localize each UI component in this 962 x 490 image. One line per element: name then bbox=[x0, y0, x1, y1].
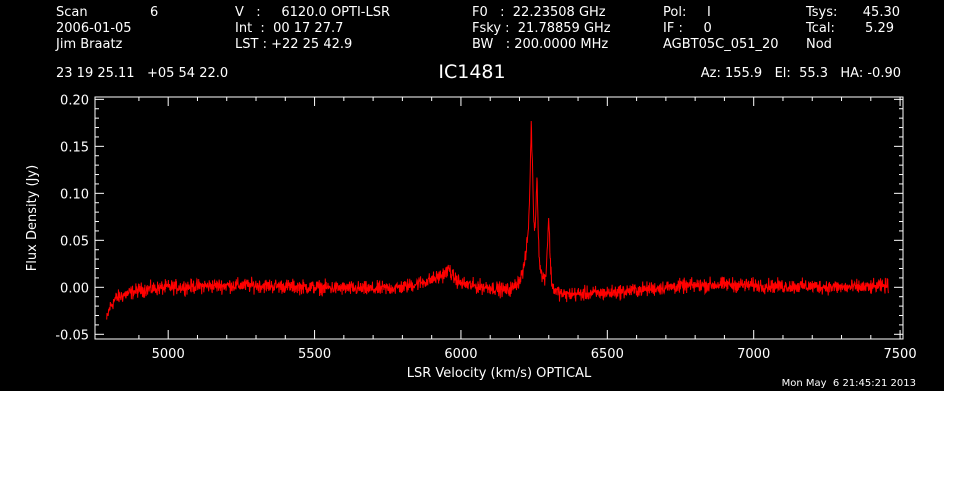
lst-line: LST : +22 25 42.9 bbox=[235, 37, 353, 52]
x-ticks: 5000 5500 6000 6500 7000 7500 bbox=[138, 97, 917, 362]
scan-value: 6 bbox=[150, 5, 159, 20]
x-tick-label: 6000 bbox=[444, 347, 477, 362]
y-tick-label: 0.00 bbox=[60, 281, 89, 296]
y-axis-label: Flux Density (Jy) bbox=[25, 165, 40, 271]
fsky-line: Fsky : 21.78859 GHz bbox=[472, 21, 611, 36]
spectrum-plot: 5000 5500 6000 6500 7000 7500 -0.05 0.00 0.05 0.… bbox=[25, 93, 917, 381]
integration-line: Int : 00 17 27.7 bbox=[235, 21, 344, 36]
obs-date: 2006-01-05 bbox=[56, 21, 132, 36]
y-tick-label: 0.05 bbox=[60, 234, 89, 249]
project-id: AGBT05C_051_20 bbox=[663, 37, 779, 52]
bandwidth-line: BW : 200.0000 MHz bbox=[472, 37, 609, 52]
y-ticks: -0.05 0.00 0.05 0.10 0.15 0.20 bbox=[55, 93, 903, 343]
az-el-ha: Az: 155.9 El: 55.3 HA: -0.90 bbox=[700, 66, 901, 81]
tcal-label: Tcal: bbox=[806, 21, 835, 36]
x-tick-label: 5500 bbox=[298, 347, 331, 362]
plot-timestamp: Mon May 6 21:45:21 2013 bbox=[781, 378, 916, 389]
y-tick-label: -0.05 bbox=[55, 328, 89, 343]
y-tick-label: 0.20 bbox=[60, 93, 89, 108]
source-coordinates: 23 19 25.11 +05 54 22.0 bbox=[56, 66, 229, 81]
obs-mode: Nod bbox=[806, 37, 832, 52]
y-tick-label: 0.10 bbox=[60, 187, 89, 202]
polarization-line: Pol: I bbox=[663, 5, 711, 20]
object-name: IC1481 bbox=[438, 61, 506, 83]
tsys-label: Tsys: bbox=[806, 5, 838, 20]
x-tick-label: 7500 bbox=[884, 347, 917, 362]
scan-label: Scan bbox=[56, 5, 88, 20]
x-tick-label: 7000 bbox=[737, 347, 770, 362]
velocity-line: V : 6120.0 OPTI-LSR bbox=[235, 5, 391, 20]
y-tick-label: 0.15 bbox=[60, 140, 89, 155]
x-tick-label: 5000 bbox=[152, 347, 185, 362]
observer-name: Jim Braatz bbox=[56, 37, 123, 52]
x-axis-label: LSR Velocity (km/s) OPTICAL bbox=[407, 366, 592, 381]
f0-line: F0 : 22.23508 GHz bbox=[472, 5, 606, 20]
spectrum-trace bbox=[106, 120, 889, 320]
plot-frame bbox=[94, 96, 904, 340]
x-tick-label: 6500 bbox=[591, 347, 624, 362]
tsys-value: 45.30 bbox=[862, 5, 900, 20]
tcal-value: 5.29 bbox=[865, 21, 894, 36]
if-line: IF : 0 bbox=[663, 21, 712, 36]
spectrum-panel bbox=[0, 0, 944, 391]
